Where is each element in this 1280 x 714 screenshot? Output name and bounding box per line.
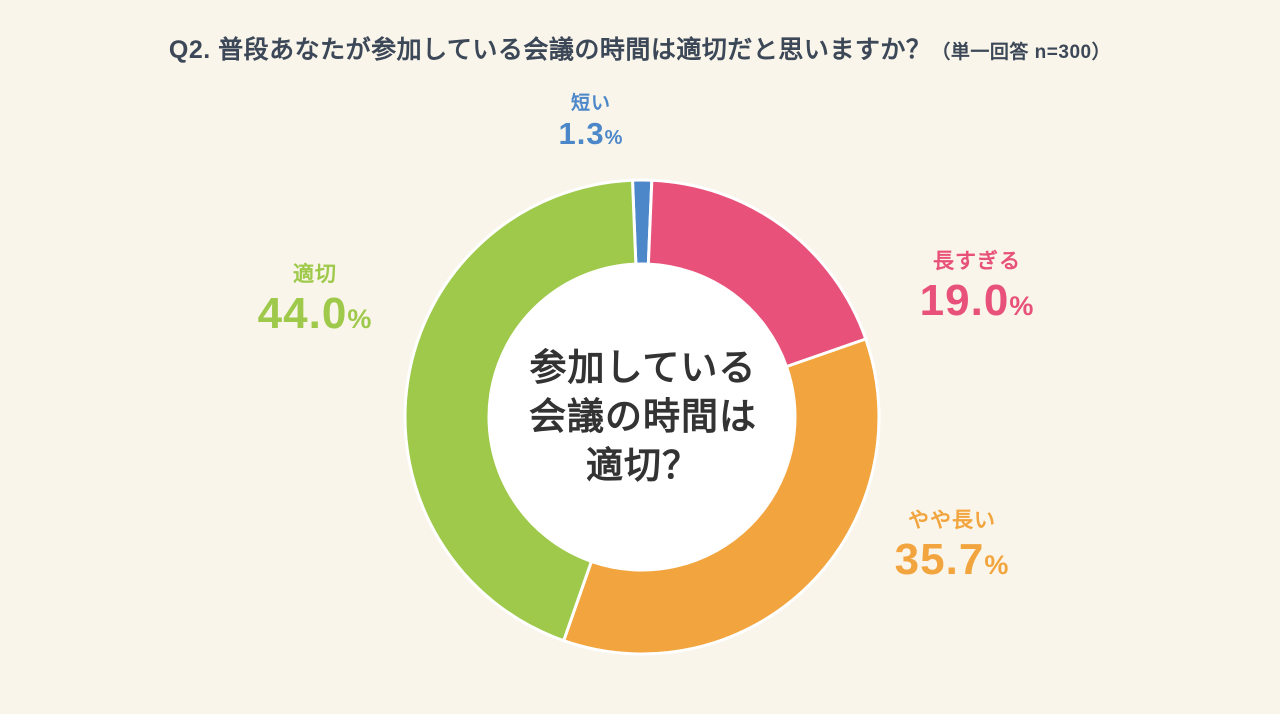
callout-appropriate-value: 44.0% — [215, 289, 415, 338]
callout-somewhat-long-unit: % — [984, 550, 1010, 580]
donut-center-label: 参加している 会議の時間は 適切？ — [465, 344, 821, 490]
center-label-line-3: 適切？ — [586, 444, 700, 486]
callout-too-long-label: 長すぎる — [933, 250, 1021, 273]
callout-appropriate: 適切 44.0% — [215, 258, 415, 338]
callout-somewhat-long-number: 35.7 — [894, 535, 985, 584]
callout-appropriate-number: 44.0 — [257, 289, 348, 338]
center-label-line-1: 参加している — [529, 347, 757, 388]
callout-short-number: 1.3 — [558, 116, 605, 151]
callout-short-value: 1.3% — [506, 116, 676, 151]
callout-short-unit: % — [604, 127, 624, 149]
page-title: Q2. 普段あなたが参加している会議の時間は適切だと思いますか？（単一回答 n=… — [0, 30, 1280, 66]
center-label-line-2: 会議の時間は — [529, 395, 757, 437]
callout-short-label: 短い — [570, 93, 611, 114]
callout-somewhat-long-value: 35.7% — [852, 535, 1052, 584]
callout-appropriate-unit: % — [347, 304, 373, 334]
donut-hole — [489, 264, 795, 570]
page-title-suffix: （単一回答 n=300） — [931, 42, 1112, 63]
callout-somewhat-long-label: やや長い — [908, 509, 996, 532]
callout-short: 短い 1.3% — [506, 88, 676, 151]
callout-too-long-unit: % — [1009, 291, 1035, 321]
callout-somewhat-long: やや長い 35.7% — [852, 504, 1052, 584]
page-title-text: Q2. 普段あなたが参加している会議の時間は適切だと思いますか？ — [168, 36, 932, 64]
callout-appropriate-label: 適切 — [293, 263, 337, 286]
callout-too-long-number: 19.0 — [919, 276, 1010, 325]
callout-too-long: 長すぎる 19.0% — [877, 245, 1077, 325]
callout-too-long-value: 19.0% — [877, 276, 1077, 325]
